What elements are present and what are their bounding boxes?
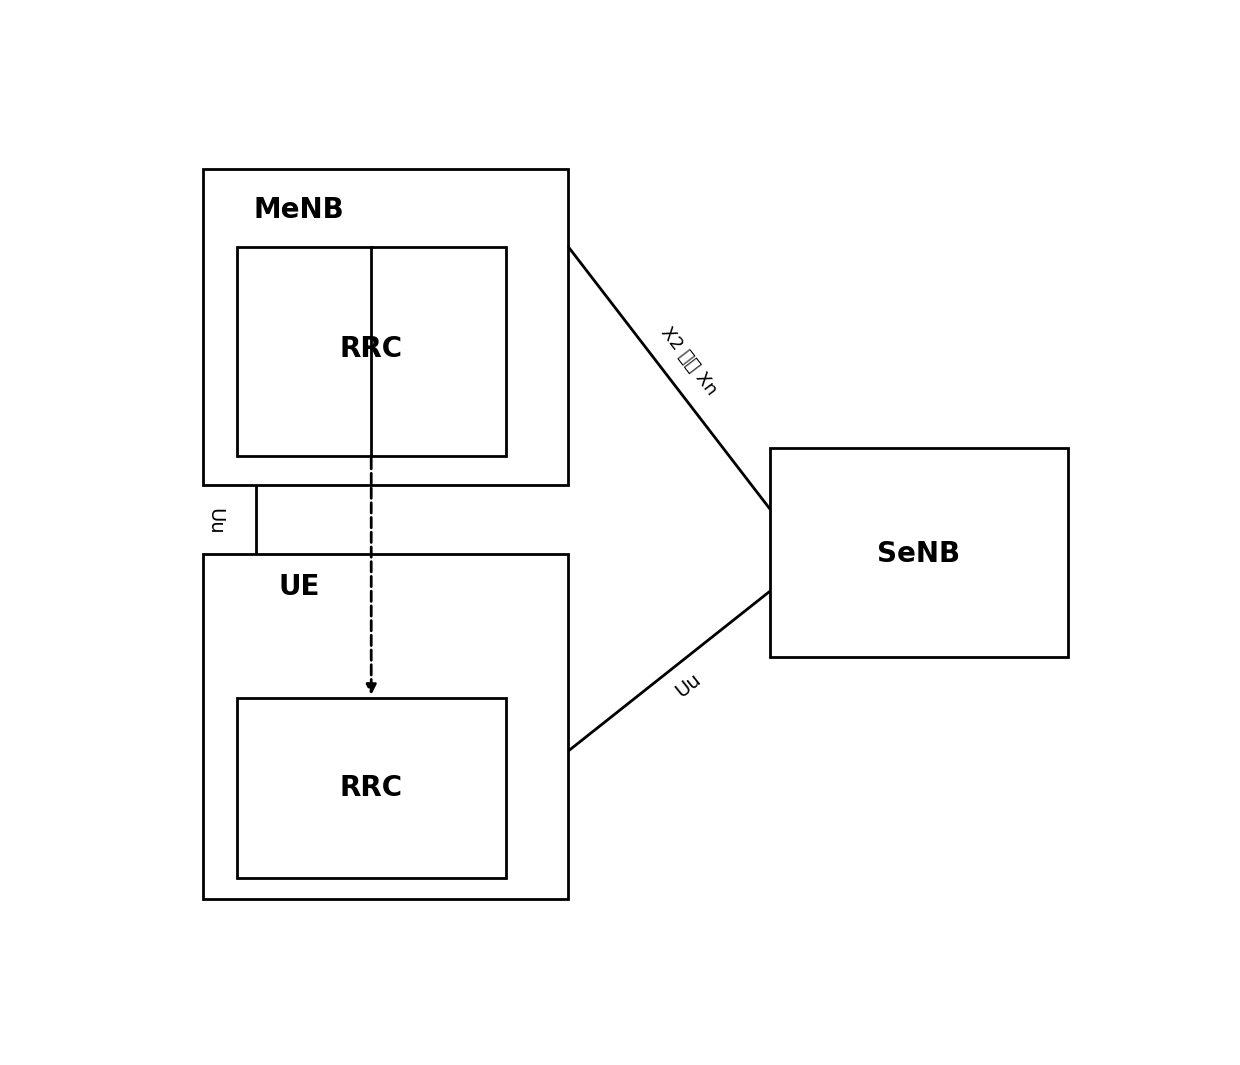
Bar (203, 554, 568, 899)
Text: UE: UE (279, 573, 320, 601)
Bar (770, 447, 1068, 657)
Text: RRC: RRC (340, 335, 403, 363)
Text: RRC: RRC (340, 774, 403, 802)
Text: Uu: Uu (205, 508, 224, 535)
Bar (237, 698, 506, 879)
Text: SeNB: SeNB (878, 540, 961, 569)
Text: X2 或者 Xn: X2 或者 Xn (657, 324, 720, 399)
Text: Uu: Uu (672, 670, 704, 701)
Bar (203, 168, 568, 485)
Bar (237, 247, 506, 456)
Text: MeNB: MeNB (254, 196, 345, 224)
